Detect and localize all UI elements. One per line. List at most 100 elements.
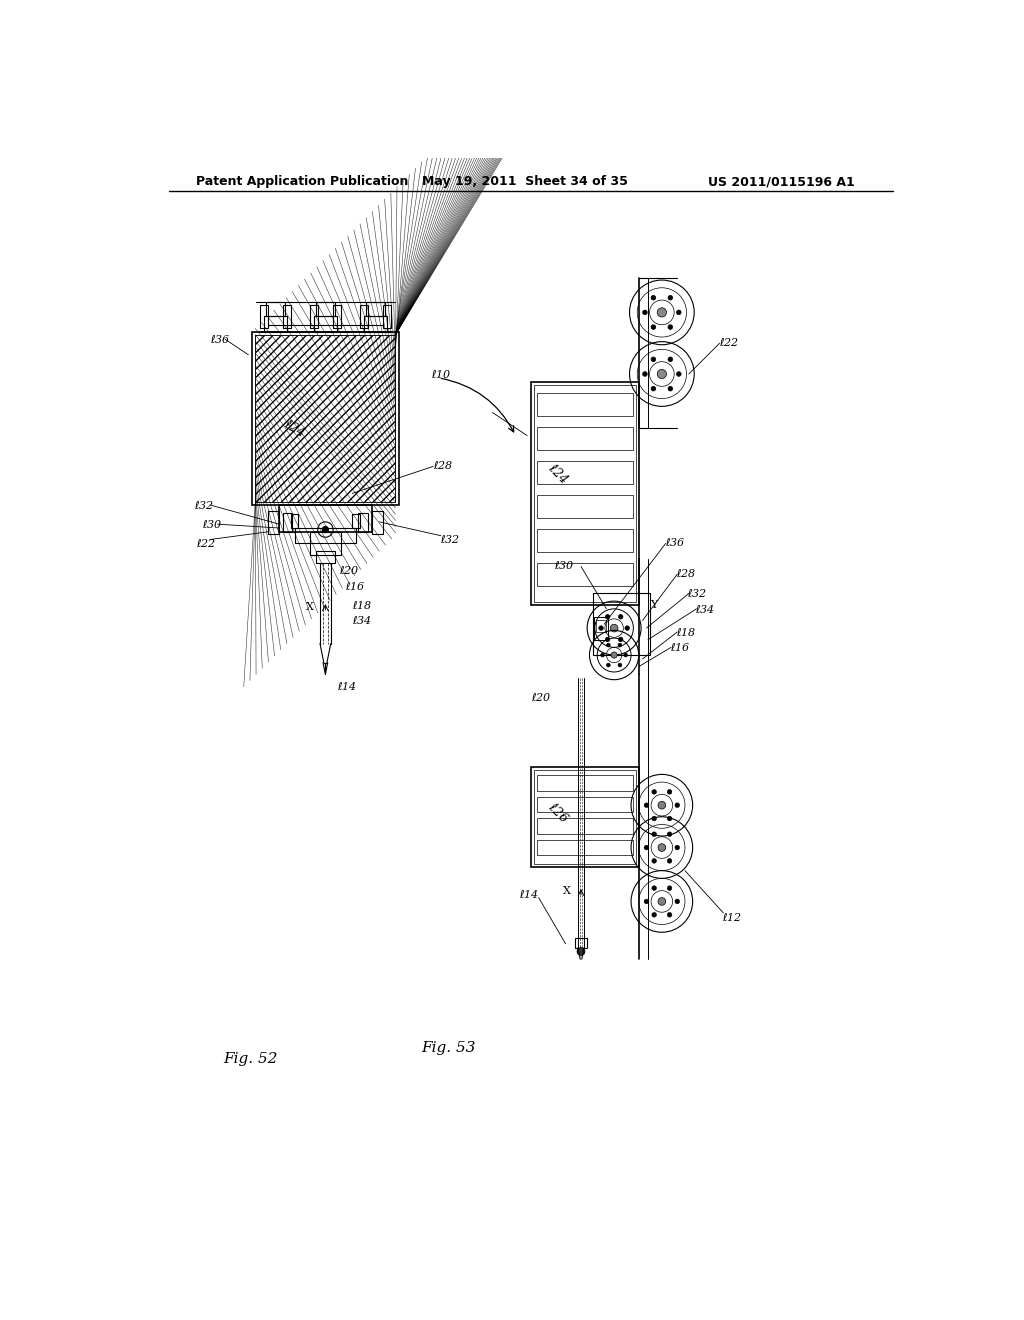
Circle shape (668, 858, 672, 863)
Bar (295, 528, 356, 544)
Text: X: X (306, 602, 314, 611)
Text: $\ell$32: $\ell$32 (440, 533, 461, 545)
Circle shape (657, 370, 667, 379)
Circle shape (605, 614, 610, 619)
Circle shape (643, 372, 647, 376)
Circle shape (625, 626, 630, 631)
Text: $\ell$14: $\ell$14 (337, 680, 357, 692)
Text: $\ell$36: $\ell$36 (665, 536, 685, 548)
Bar (280, 506, 372, 532)
Circle shape (652, 816, 656, 821)
Circle shape (651, 387, 655, 391)
Bar (252, 331, 398, 506)
Bar (594, 616, 608, 640)
Circle shape (658, 801, 666, 809)
Circle shape (658, 843, 666, 851)
Text: $\ell$20: $\ell$20 (339, 565, 359, 577)
Bar (593, 594, 650, 655)
Text: Y: Y (650, 601, 657, 610)
Bar (535, 385, 636, 602)
Bar (538, 529, 633, 552)
Circle shape (652, 789, 656, 795)
Circle shape (618, 614, 623, 619)
Circle shape (658, 898, 666, 906)
Bar (310, 305, 317, 327)
Bar (367, 302, 385, 317)
Text: $\ell$34: $\ell$34 (695, 603, 715, 615)
Text: $\ell$24: $\ell$24 (282, 416, 308, 440)
Bar (538, 818, 633, 834)
Bar (372, 511, 383, 535)
Circle shape (611, 652, 617, 659)
Circle shape (644, 845, 649, 850)
Bar (313, 317, 337, 331)
Circle shape (668, 356, 673, 362)
Circle shape (617, 643, 622, 647)
Circle shape (657, 308, 667, 317)
Circle shape (675, 899, 680, 904)
Circle shape (610, 624, 617, 632)
Bar (316, 302, 335, 317)
Text: $\ell$32: $\ell$32 (687, 587, 708, 599)
Circle shape (652, 912, 656, 917)
Circle shape (668, 789, 672, 795)
Bar (352, 513, 360, 528)
Bar (310, 532, 341, 554)
Circle shape (675, 845, 680, 850)
Circle shape (652, 858, 656, 863)
Bar (535, 770, 636, 863)
Bar (538, 393, 633, 416)
Bar (538, 562, 633, 586)
Circle shape (668, 387, 673, 391)
Circle shape (644, 803, 649, 808)
Text: $\ell$34: $\ell$34 (352, 614, 373, 627)
Circle shape (651, 296, 655, 300)
Circle shape (652, 832, 656, 837)
Text: Fig. 53: Fig. 53 (422, 1040, 476, 1055)
Circle shape (643, 310, 647, 314)
Text: $\ell$24: $\ell$24 (545, 461, 570, 487)
Circle shape (323, 527, 329, 533)
Bar (538, 797, 633, 812)
Text: $\ell$22: $\ell$22 (719, 335, 739, 347)
Text: $\ell$22: $\ell$22 (196, 537, 216, 549)
Bar (264, 317, 287, 331)
Bar (538, 495, 633, 517)
Circle shape (651, 356, 655, 362)
Text: $\ell$16: $\ell$16 (345, 579, 366, 591)
Text: Patent Application Publication: Patent Application Publication (196, 176, 409, 187)
Text: $\ell$10: $\ell$10 (431, 368, 452, 380)
Bar (283, 305, 291, 327)
Bar (283, 512, 292, 532)
Text: $\ell$18: $\ell$18 (676, 626, 696, 638)
Text: May 19, 2011  Sheet 34 of 35: May 19, 2011 Sheet 34 of 35 (422, 176, 628, 187)
Circle shape (599, 626, 603, 631)
Bar (255, 335, 395, 502)
Text: $\ell$14: $\ell$14 (519, 888, 540, 900)
Text: $\ell$28: $\ell$28 (676, 566, 696, 578)
Text: $\ell$36: $\ell$36 (210, 334, 230, 346)
Bar (360, 305, 368, 327)
Bar (383, 305, 391, 327)
Text: $\ell$26: $\ell$26 (545, 800, 571, 826)
Circle shape (677, 310, 681, 314)
Bar (531, 767, 639, 867)
Circle shape (677, 372, 681, 376)
Bar (538, 461, 633, 484)
Bar (574, 939, 587, 948)
Circle shape (668, 886, 672, 891)
Bar (358, 512, 368, 532)
Circle shape (644, 899, 649, 904)
Circle shape (601, 653, 604, 657)
Text: $\ell$18: $\ell$18 (352, 599, 373, 611)
Bar (538, 775, 633, 791)
Circle shape (675, 803, 680, 808)
Text: $\ell$20: $\ell$20 (531, 692, 552, 704)
Circle shape (668, 816, 672, 821)
Text: $\ell$16: $\ell$16 (670, 642, 690, 653)
Bar (538, 428, 633, 450)
Circle shape (668, 296, 673, 300)
Circle shape (578, 948, 585, 956)
Circle shape (606, 663, 610, 667)
Text: Fig. 52: Fig. 52 (223, 1052, 278, 1067)
